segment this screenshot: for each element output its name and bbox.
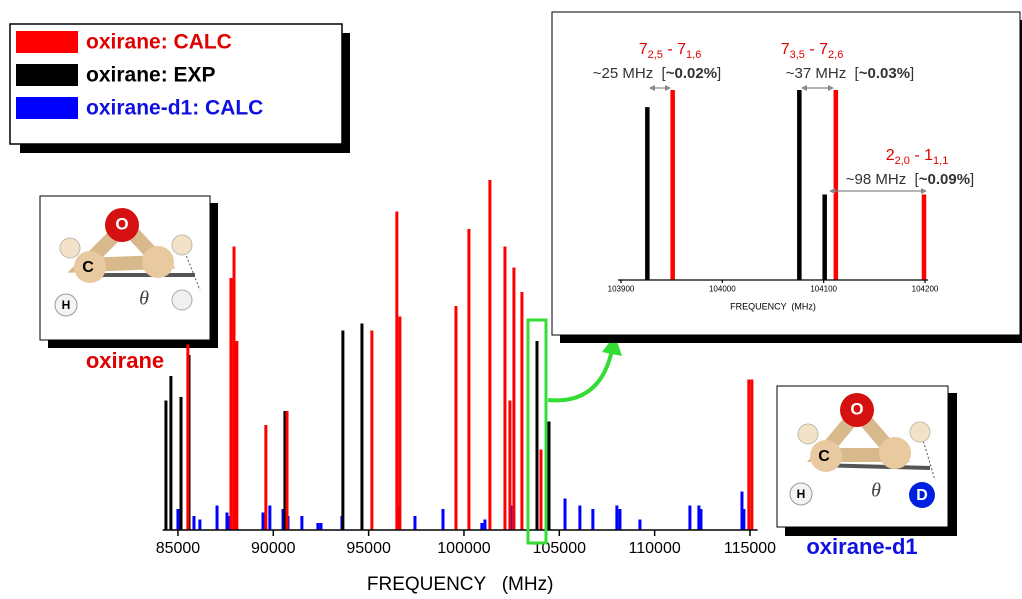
zoom-box (526, 318, 548, 545)
atom (879, 437, 911, 469)
transition-label: 22,0 - 11,1 (886, 147, 949, 167)
x-tick-label: 103900 (608, 285, 635, 294)
atom (171, 234, 193, 256)
atom (74, 251, 106, 283)
transition-part: 2 (886, 147, 895, 164)
shift-label: ~98 MHz [~0.09%] (846, 171, 974, 188)
atom (909, 482, 935, 508)
atom-label: D (916, 487, 928, 504)
shift-part: ] (717, 65, 721, 82)
shift-arrow-head (649, 85, 671, 91)
transition-label: 72,5 - 71,6 (639, 41, 702, 61)
molecule-oxirane-d1: O C H D θ (789, 393, 936, 508)
x-tick-label: 90000 (251, 540, 296, 557)
transition-part: 2,5 (648, 49, 663, 61)
x-tick-label: 115000 (724, 540, 776, 557)
angle-label: θ (871, 480, 881, 502)
shift-part: ] (910, 65, 914, 82)
zoom-arrow-head (602, 335, 622, 356)
bond (807, 401, 911, 462)
molecule-name: oxirane (86, 348, 164, 373)
transition-part: 1,6 (686, 49, 701, 61)
x-tick-label: 110000 (629, 540, 681, 557)
transition-part: 7 (781, 41, 790, 58)
x-tick-label: 95000 (346, 540, 391, 557)
legend-swatch (16, 31, 78, 53)
atom (171, 289, 193, 311)
x-tick-label: 104100 (810, 285, 837, 294)
transition-part: 3,5 (790, 49, 805, 61)
atom (909, 421, 931, 443)
transition-label: 73,5 - 72,6 (781, 41, 844, 61)
bond (67, 214, 176, 273)
atom-label: O (850, 399, 863, 418)
legend-swatch (16, 64, 78, 86)
atom (789, 482, 813, 506)
angle-label: θ (139, 288, 149, 310)
x-axis-label: FREQUENCY (MHz) (730, 301, 816, 311)
shift-label: ~37 MHz [~0.03%] (786, 65, 914, 82)
atom-label: H (62, 298, 71, 312)
x-axis-label: FREQUENCY (MHz) (367, 574, 553, 595)
main-chart: 85000 90000 95000 100000 105000 110000 115000F… (156, 180, 776, 595)
legend-label: oxirane-d1: CALC (86, 97, 263, 120)
atom-label: C (82, 259, 94, 276)
shift-part: ~37 MHz [ (786, 65, 860, 82)
inset-chart: 103900 104000 104100 104200 FREQUENCY (MHz) 7… (593, 41, 974, 311)
atom (840, 393, 874, 427)
inset-box (551, 11, 1021, 336)
legend-swatch (16, 97, 78, 119)
atom (105, 208, 139, 242)
atom (810, 440, 842, 472)
zoom-arrow (547, 349, 614, 403)
transition-part: - 1 (910, 147, 933, 164)
shift-part: ~0.03% (859, 65, 910, 82)
atom-label: O (115, 214, 128, 233)
transition-part: 7 (639, 41, 648, 58)
x-tick-label: 104200 (912, 285, 939, 294)
transition-part: 2,6 (828, 49, 843, 61)
transition-part: - 7 (805, 41, 828, 58)
atom (142, 246, 174, 278)
shift-part: ~0.09% (919, 171, 970, 188)
legend-label: oxirane: CALC (86, 31, 232, 54)
legend-label: oxirane: EXP (86, 64, 216, 87)
atom (54, 293, 78, 317)
atom-label: C (818, 448, 830, 465)
legend: oxirane: CALC oxirane: EXP oxirane-d1: CAL… (16, 31, 263, 120)
atom-label: H (797, 487, 806, 501)
atom (59, 237, 81, 259)
shift-part: ~0.02% (666, 65, 717, 82)
shift-label: ~25 MHz [~0.02%] (593, 65, 721, 82)
molecule-oxirane: O C H θ (54, 208, 201, 317)
transition-part: - 7 (663, 41, 686, 58)
atom (797, 423, 819, 445)
transition-part: 1,1 (933, 155, 948, 167)
x-tick-label: 85000 (156, 540, 201, 557)
x-tick-label: 104000 (709, 285, 736, 294)
x-tick-label: 100000 (437, 540, 490, 557)
shift-part: ~98 MHz [ (846, 171, 920, 188)
shift-part: ~25 MHz [ (593, 65, 667, 82)
molecule-name: oxirane-d1 (806, 534, 917, 559)
shift-part: ] (970, 171, 974, 188)
transition-part: 2,0 (895, 155, 910, 167)
